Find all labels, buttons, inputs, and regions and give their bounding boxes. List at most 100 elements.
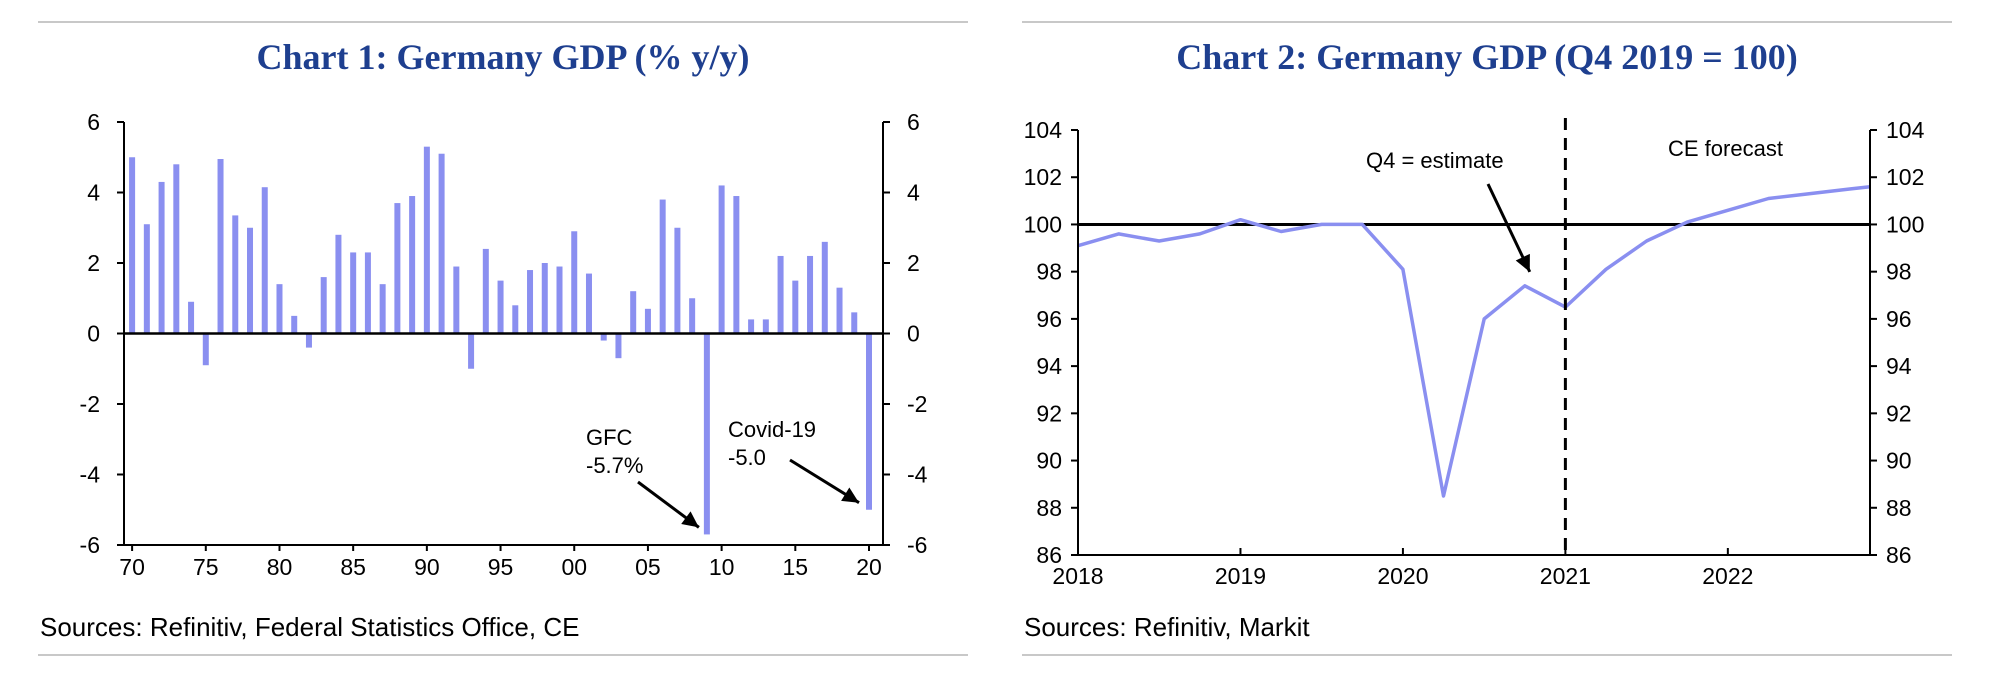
y-tick-label-left: 100 xyxy=(1024,211,1062,237)
y-tick-label-left: 104 xyxy=(1024,117,1063,143)
bar-1977 xyxy=(232,215,239,334)
x-tick-label: 2020 xyxy=(1377,563,1428,589)
bar-1975 xyxy=(202,333,209,366)
q4-estimate-arrow xyxy=(1486,183,1532,273)
x-tick-label: 05 xyxy=(635,554,661,580)
chart-2-panel: Chart 2: Germany GDP (Q4 2019 = 100) 104… xyxy=(1022,0,1952,678)
bar-1994 xyxy=(482,248,489,334)
y-tick-label-left: 4 xyxy=(87,180,100,206)
bar-1988 xyxy=(394,203,401,334)
bar-2003 xyxy=(615,333,622,359)
chart-2-plot: 104 104 102 102 100 100 98 98 96 96 94 94 92 92 90 90 88… xyxy=(1024,117,1925,589)
x-tick-label: 70 xyxy=(119,554,145,580)
x-tick-label: 00 xyxy=(561,554,587,580)
y-tick-label-left: 88 xyxy=(1036,495,1062,521)
bar-1974 xyxy=(188,301,195,334)
y-tick-label-right: 100 xyxy=(1886,211,1924,237)
y-tick-label-right: -2 xyxy=(907,391,927,417)
bottom-rule xyxy=(1022,654,1952,656)
bar-1987 xyxy=(379,284,386,334)
bar-2000 xyxy=(571,231,578,334)
bar-1995 xyxy=(497,280,504,334)
bar-1985 xyxy=(350,252,357,334)
bar-2015 xyxy=(792,280,799,334)
bar-2011 xyxy=(733,196,740,334)
ce-forecast-annotation: CE forecast xyxy=(1668,136,1783,161)
bar-1990 xyxy=(423,146,430,334)
bar-2020 xyxy=(865,333,872,510)
y-tick-label-right: 94 xyxy=(1886,353,1912,379)
bar-2006 xyxy=(659,199,666,334)
y-tick-label-left: 94 xyxy=(1036,353,1062,379)
x-tick-label: 2019 xyxy=(1215,563,1266,589)
y-tick-label-right: 6 xyxy=(907,109,920,135)
bar-2018 xyxy=(836,287,843,334)
bar-2009 xyxy=(703,333,710,535)
y-tick-label-right: 92 xyxy=(1886,400,1912,426)
y-tick-label-left: 92 xyxy=(1036,400,1062,426)
bar-2013 xyxy=(762,319,769,334)
bar-2019 xyxy=(851,312,858,334)
y-tick-label-left: 86 xyxy=(1036,542,1062,568)
x-tick-label: 10 xyxy=(709,554,735,580)
y-tick-label-left: -4 xyxy=(80,462,101,488)
bar-1981 xyxy=(291,315,298,334)
x-tick-label: 2021 xyxy=(1540,563,1591,589)
y-tick-label-right: 102 xyxy=(1886,164,1924,190)
bar-2002 xyxy=(600,333,607,341)
gfc-annotation-title: GFC xyxy=(586,425,633,450)
chart-1-panel: Chart 1: Germany GDP (% y/y) 6 6 4 4 2 2 0 0 -2-… xyxy=(38,0,968,678)
chart-2-title: Chart 2: Germany GDP (Q4 2019 = 100) xyxy=(1176,37,1798,77)
q4-estimate-annotation: Q4 = estimate xyxy=(1366,148,1504,173)
chart-1-title: Chart 1: Germany GDP (% y/y) xyxy=(256,37,750,77)
y-tick-label-right: 88 xyxy=(1886,495,1912,521)
bar-1991 xyxy=(438,153,445,334)
y-tick-label-left: 0 xyxy=(87,321,100,347)
covid-arrow-head xyxy=(841,487,859,503)
x-tick-label: 2022 xyxy=(1702,563,1753,589)
y-tick-label-left: 2 xyxy=(87,250,100,276)
x-tick-label: 80 xyxy=(267,554,293,580)
y-tick-label-right: 90 xyxy=(1886,448,1912,474)
q4-estimate-arrow-head xyxy=(1515,253,1530,272)
bar-1993 xyxy=(468,333,475,369)
bar-1983 xyxy=(320,277,327,334)
y-tick-label-left: 90 xyxy=(1036,448,1062,474)
chart-1-plot: 6 64 42 20 0-2 -2-4 -4-6 -670 75 80 85 90 95 00 05 10 15… xyxy=(80,109,928,580)
covid-annotation-value: -5.0 xyxy=(728,445,766,470)
bar-1980 xyxy=(276,284,283,334)
y-tick-label-left: -6 xyxy=(80,532,100,558)
chart-2-source: Sources: Refinitiv, Markit xyxy=(1024,612,1310,642)
y-tick-label-right: 96 xyxy=(1886,306,1912,332)
bar-2005 xyxy=(644,308,651,334)
gfc-arrow-head xyxy=(681,511,699,528)
y-tick-label-left: -2 xyxy=(80,391,100,417)
y-tick-label-right: 2 xyxy=(907,250,920,276)
bar-1996 xyxy=(512,305,519,334)
chart-1-source: Sources: Refinitiv, Federal Statistics O… xyxy=(40,612,580,642)
bar-1997 xyxy=(527,270,534,334)
covid-annotation-title: Covid-19 xyxy=(728,417,816,442)
bar-1973 xyxy=(173,164,180,334)
gdp-series-line xyxy=(1077,184,1871,498)
y-tick-label-right: 98 xyxy=(1886,259,1912,285)
bar-1999 xyxy=(556,266,563,334)
bar-1970 xyxy=(129,157,136,334)
bar-1979 xyxy=(261,187,268,334)
bar-2016 xyxy=(807,255,814,334)
bar-2007 xyxy=(674,227,681,334)
bar-1976 xyxy=(217,159,224,334)
bar-1986 xyxy=(364,252,371,334)
bar-1971 xyxy=(143,224,150,334)
y-tick-label-left: 98 xyxy=(1036,259,1062,285)
bar-1989 xyxy=(409,196,416,334)
x-tick-label: 85 xyxy=(340,554,366,580)
bar-2001 xyxy=(585,273,592,334)
bar-2004 xyxy=(630,291,637,334)
bar-2010 xyxy=(718,185,725,334)
x-tick-label: 2018 xyxy=(1052,563,1103,589)
y-tick-label-right: -6 xyxy=(907,532,927,558)
y-tick-label-left: 6 xyxy=(87,109,100,135)
y-tick-label-right: 86 xyxy=(1886,542,1912,568)
top-rule xyxy=(38,21,968,23)
